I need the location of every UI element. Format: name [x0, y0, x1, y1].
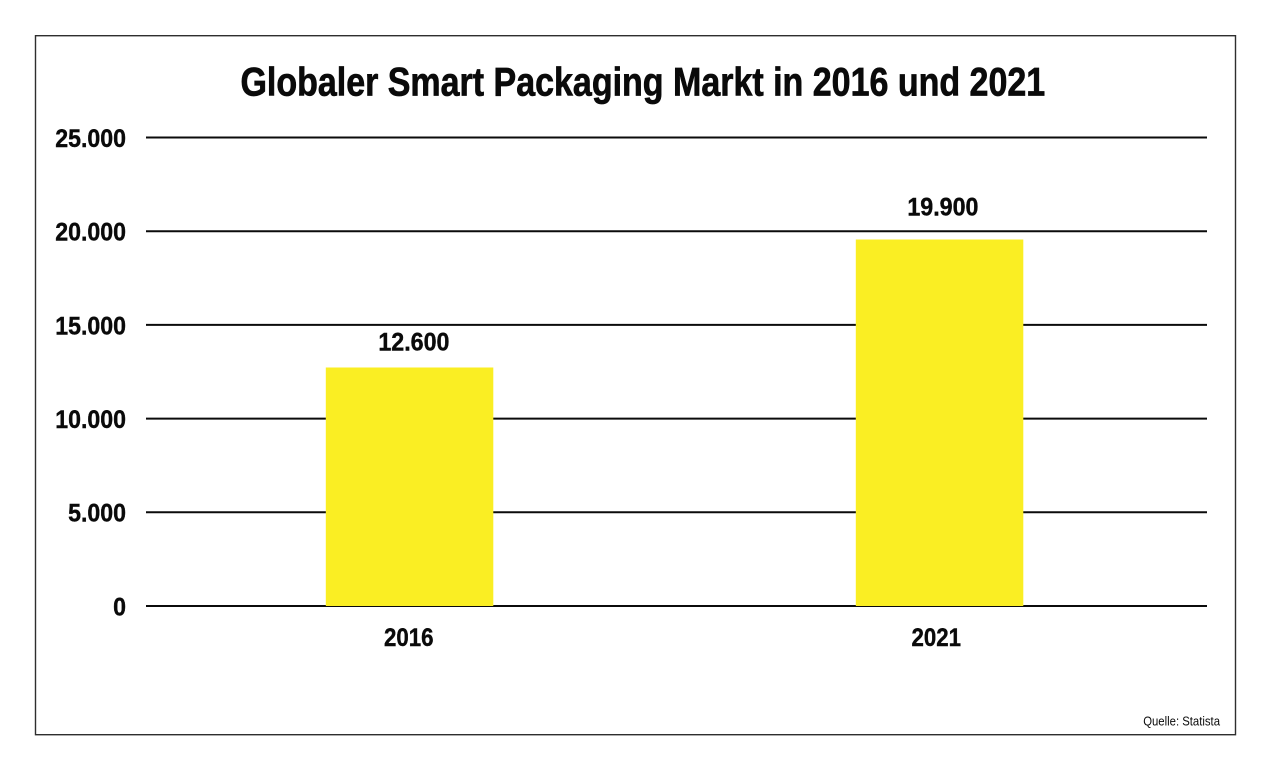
svg-text:2021: 2021 [912, 625, 961, 652]
svg-text:0: 0 [113, 594, 126, 622]
svg-text:2016: 2016 [384, 625, 433, 652]
svg-text:Globaler Smart Packaging Markt: Globaler Smart Packaging Markt in 2016 u… [240, 59, 1045, 104]
svg-text:19.900: 19.900 [907, 194, 978, 222]
svg-text:12.600: 12.600 [378, 329, 449, 357]
svg-text:15.000: 15.000 [55, 312, 126, 340]
svg-text:20.000: 20.000 [55, 219, 126, 247]
svg-text:25.000: 25.000 [55, 125, 126, 153]
svg-text:Quelle: Statista: Quelle: Statista [1143, 714, 1220, 729]
svg-text:5.000: 5.000 [68, 500, 126, 528]
svg-text:10.000: 10.000 [55, 406, 126, 434]
